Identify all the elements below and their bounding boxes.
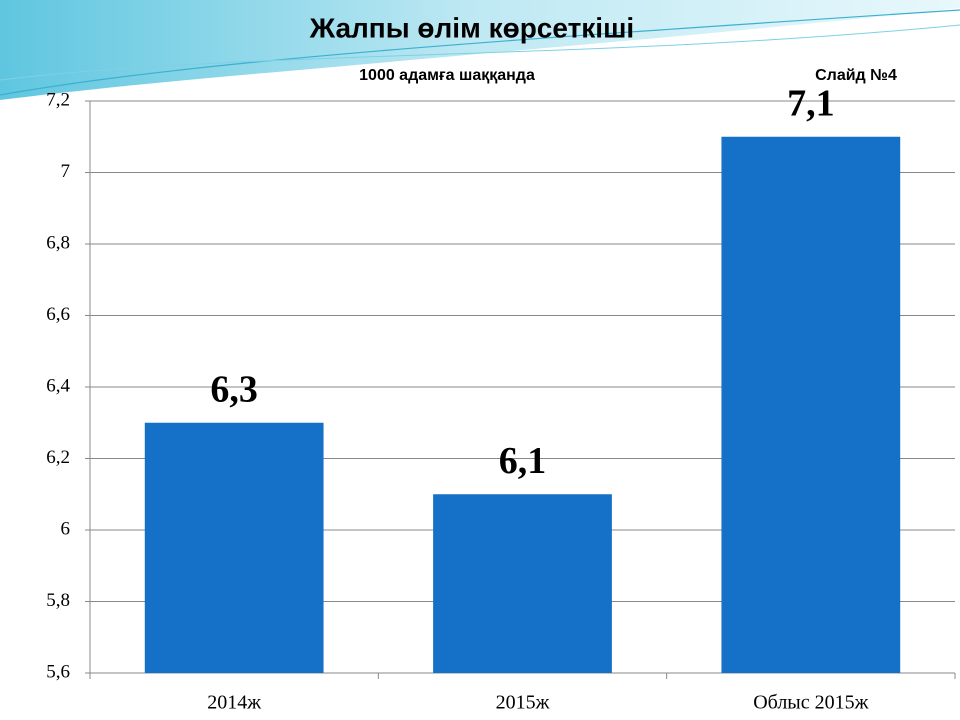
y-tick-label: 5,6: [46, 661, 70, 682]
y-tick-label: 6: [61, 518, 71, 539]
plot: 5,6 5,8 6 6,2 6,4 6,6 6,8 7 7,2 2014ж 6,3 2015ж 6,1 О…: [46, 82, 956, 714]
bar: [721, 136, 901, 673]
data-label: 6,1: [499, 440, 547, 482]
decor-line: [0, 24, 960, 81]
x-tick-label: 2015ж: [496, 692, 550, 714]
chart-title: Жалпы өлім көрсеткіші: [309, 12, 634, 43]
y-tick-label: 5,8: [46, 590, 70, 611]
bar: [433, 494, 612, 673]
data-label: 7,1: [787, 82, 835, 124]
chart-subtitle: 1000 адамға шаққанда: [359, 67, 535, 84]
x-tick-label: 2014ж: [207, 692, 261, 714]
data-label: 6,3: [210, 368, 258, 410]
y-tick-label: 7,2: [46, 89, 70, 110]
y-tick-label: 6,4: [46, 375, 70, 396]
bar: [144, 422, 324, 673]
background-wave: [0, 0, 960, 100]
x-tick-label: Облыс 2015ж: [753, 692, 868, 714]
slide-number: Слайд №4: [815, 67, 897, 84]
y-tick-label: 6,8: [46, 232, 70, 253]
decor-line: [0, 9, 960, 96]
y-tick-label: 7: [61, 161, 71, 182]
y-tick-label: 6,6: [46, 304, 70, 325]
y-tick-label: 6,2: [46, 447, 70, 468]
